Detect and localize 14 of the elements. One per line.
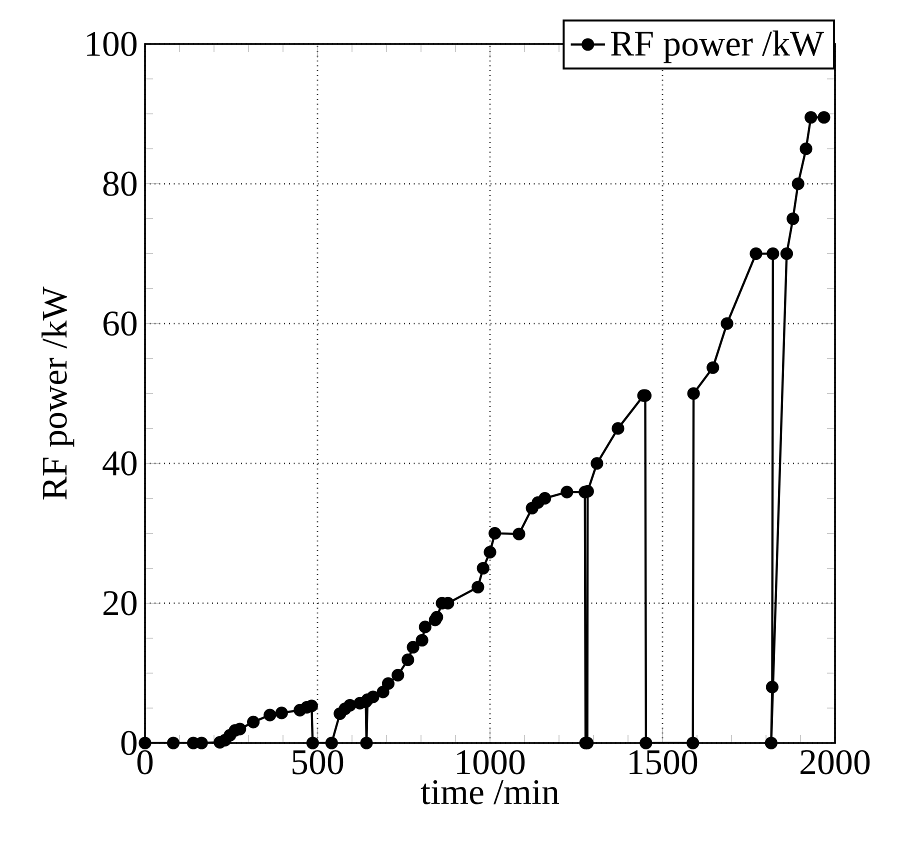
x-tick-label: 500	[292, 750, 344, 774]
x-axis-title: time /min	[420, 780, 560, 804]
x-tick-label: 2000	[800, 750, 870, 774]
y-tick-label: 80	[103, 172, 137, 196]
y-tick-label: 100	[87, 32, 137, 56]
x-tick-label: 1000	[457, 750, 525, 774]
y-tick-label: 0	[121, 730, 137, 756]
x-tick-label: 0	[137, 750, 153, 774]
y-tick-label: 20	[104, 591, 137, 616]
x-tick-label: 1500	[630, 750, 698, 774]
y-tick-label: 40	[102, 451, 137, 476]
y-axis-title: RF power /kW	[42, 286, 74, 500]
y-tick-label: 60	[103, 311, 137, 336]
legend-label: RF power /kW	[611, 30, 824, 64]
